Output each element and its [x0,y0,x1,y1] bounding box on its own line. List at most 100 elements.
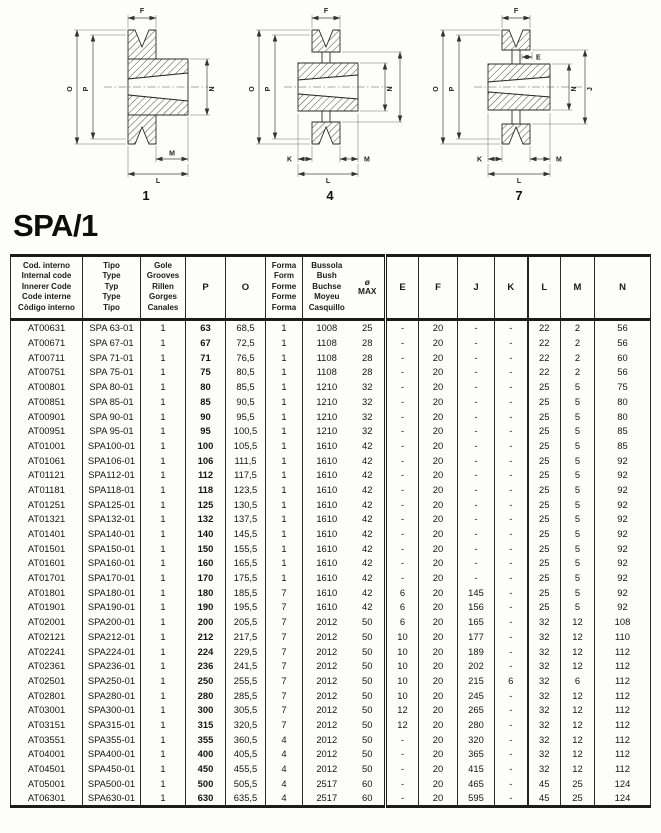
cell-tipo: SPA106-01 [82,452,141,468]
cell-l: 25 [526,599,561,615]
cell-n: 56 [594,319,651,336]
cell-e: 6 [384,599,419,615]
table-row: AT02121 SPA212-01 1 212 217,5 7 2012 50 10 20 177-… [11,628,651,644]
cell-k: - [494,702,528,718]
cell-f: 20 [418,658,458,674]
cell-gole: 1 [140,555,186,571]
cell-tipo: SPA400-01 [82,746,141,762]
cell-m: 5 [560,511,595,527]
header-form: Forma Form Forme Forme Forma [265,255,303,321]
cell-p: 100 [185,438,226,453]
cell-code: AT01181 [28,483,65,495]
cell-k: - [494,379,528,394]
cell-k: - [494,746,528,762]
table-row: AT00671 SPA 67-01 1 67 72,5 1 1108 28-20- -22 2 56 [11,335,651,350]
cell-forma: 7 [265,614,303,629]
cell-j: - [457,496,495,512]
cell-o: 130,5 [225,496,266,512]
cell-bussola: 2517 [302,790,351,807]
cell-gole: 1 [140,379,186,394]
cell-e: - [384,496,419,512]
cell-code: AT00751 [27,366,66,378]
table-row: AT02361 SPA236-01 1 236 241,5 7 2012 50 10 20 202-… [11,658,651,674]
cell-o: 205,5 [225,614,266,629]
cell-e: - [384,423,419,439]
cell-k: - [494,438,528,453]
cell-n: 124 [594,790,651,807]
cell-forma: 4 [265,790,303,807]
cell-o: 285,5 [225,687,266,703]
cell-e: 6 [384,614,419,629]
dim-label-o: O [67,86,74,92]
table-row: AT00951 SPA 95-01 1 95 100,5 1 1210 32-20- -25 5 8… [11,423,651,439]
cell-n: 112 [594,761,651,776]
cell-e: 12 [384,702,419,718]
cell-j: - [457,408,495,424]
cell-l: 22 [526,364,561,380]
cell-f: 20 [418,364,458,380]
cell-omax: 25 [362,322,373,334]
cell-f: 20 [418,702,458,718]
cell-forma: 4 [265,775,303,791]
cell-gole: 1 [140,761,186,776]
cell-l: 25 [526,408,561,424]
table-row: AT06301 SPA630-01 1 630 635,5 4 2517 60-20 595-4… [11,790,651,807]
cell-p: 200 [185,614,226,629]
cell-gole: 1 [140,349,186,365]
cell-k: - [494,482,528,497]
cell-code: AT00951 [27,425,66,437]
cell-code: AT02501 [27,674,66,686]
header-p: P [185,255,226,321]
header-j: J [457,255,495,321]
cell-n: 112 [594,731,651,747]
cell-code: AT00801 [27,381,66,393]
dim-label-n: N [209,86,216,91]
cell-bussola: 1610 [302,584,351,600]
cell-bussola: 1610 [302,496,351,512]
cell-p: 63 [185,319,226,336]
diagram-number-7: 7 [515,188,523,203]
cell-n: 112 [594,702,651,718]
cell-l: 25 [526,511,561,527]
cell-o: 360,5 [225,731,266,747]
cell-gole: 1 [140,775,186,791]
cell-forma: 1 [265,349,303,365]
cell-forma: 1 [265,511,303,527]
cell-k: - [494,364,528,380]
cell-f: 20 [418,746,458,762]
cell-m: 2 [560,349,595,365]
cell-forma: 1 [265,482,303,497]
cell-j: 280 [457,717,495,732]
cell-k: - [494,761,528,776]
cell-j: 595 [457,790,495,807]
dim-label-j: J [587,87,594,91]
cell-o: 68,5 [225,319,266,336]
cell-tipo: SPA250-01 [82,673,141,688]
cell-m: 5 [560,584,595,600]
cell-p: 180 [185,584,226,600]
table-body: AT00631 SPA 63-01 1 63 68,5 1 1008 25-20- -22 2 56… [11,319,651,807]
cell-gole: 1 [140,570,186,585]
cell-omax: 42 [362,454,373,466]
cell-tipo: SPA170-01 [82,570,141,585]
cell-forma: 1 [265,379,303,394]
cell-e: - [384,364,419,380]
cell-p: 170 [185,570,226,585]
cell-omax: 32 [362,381,373,393]
cell-e: 10 [384,658,419,674]
cell-l: 32 [526,628,561,644]
cell-k: - [494,731,528,747]
cell-f: 20 [418,570,458,585]
cell-o: 255,5 [225,673,266,688]
cell-tipo: SPA500-01 [82,775,141,791]
cell-k: - [494,658,528,674]
cell-p: 106 [185,452,226,468]
cell-tipo: SPA190-01 [82,599,141,615]
cell-forma: 7 [265,687,303,703]
table-row: AT02001 SPA200-01 1 200 205,5 7 2012 50 6 20 165-3… [11,614,651,629]
dim-label-m: M [556,157,562,164]
table-row: AT05001 SPA500-01 1 500 505,5 4 2517 60-20 465-4… [11,775,651,791]
table-row: AT04501 SPA450-01 1 450 455,5 4 2012 50-20 415-3… [11,761,651,776]
cell-k: - [494,584,528,600]
cell-j: - [457,555,495,571]
